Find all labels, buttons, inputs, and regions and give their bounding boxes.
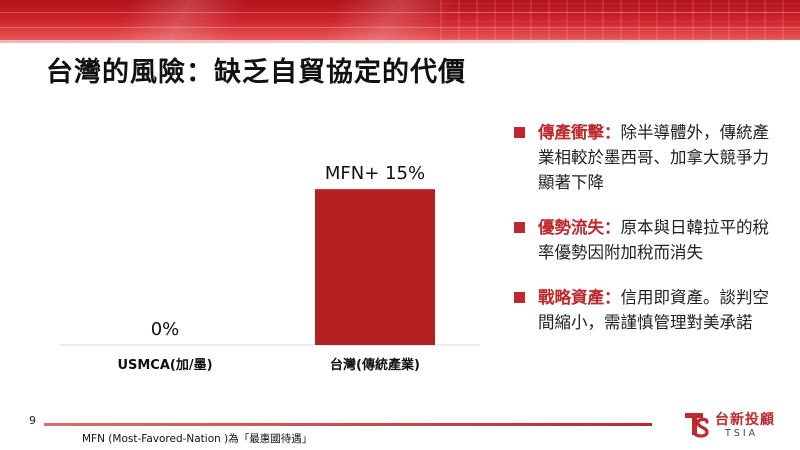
header-line [0,27,800,28]
bullet-text: 除半導體外，傳統產業相較於墨西哥、加拿大競爭力顯著下降 [538,123,769,192]
data-label: 0% [151,319,180,340]
title-divider [0,40,800,43]
square-bullet-icon [514,222,525,233]
bar-chart: 0% USMCA(加/墨) MFN+ 15% 台灣(傳統產業) [60,120,480,390]
footer-divider [44,423,652,426]
tsia-logo-icon [685,413,709,438]
data-label: MFN+ 15% [325,163,425,184]
bullet-text: 原本與日韓拉平的稅率優勢因附加稅而消失 [538,218,769,262]
category-label: USMCA(加/墨) [117,358,212,373]
header-building-texture [440,0,800,40]
page-number: 9 [29,414,36,427]
bar [315,189,435,345]
company-logo: 台新投顧 TSIA [683,408,783,442]
bullet-item: 傳產衝擊：除半導體外，傳統產業相較於墨西哥、加拿大競爭力顯著下降 [512,120,782,195]
bullet-list: 傳產衝擊：除半導體外，傳統產業相較於墨西哥、加拿大競爭力顯著下降 優勢流失：原本… [512,120,782,355]
square-bullet-icon [514,292,525,303]
header-light-streak [110,0,250,40]
footnote: MFN (Most-Favored-Nation )為「最惠國待遇」 [82,433,313,445]
header-light-streak [320,0,460,40]
bullet-item: 戰略資產：信用即資產。談判空間縮小，需謹慎管理對美承諾 [512,285,782,335]
bullet-text: 信用即資產。談判空間縮小，需謹慎管理對美承諾 [538,288,769,332]
category-label: 台灣(傳統產業) [330,357,420,373]
header-line [0,12,800,13]
square-bullet-icon [514,127,525,138]
logo-name: 台新投顧 [715,412,775,428]
bullet-keyword: 優勢流失： [538,218,621,237]
bullet-item: 優勢流失：原本與日韓拉平的稅率優勢因附加稅而消失 [512,215,782,265]
bar-chart-svg: 0% USMCA(加/墨) MFN+ 15% 台灣(傳統產業) [60,163,480,373]
logo-subtitle: TSIA [725,428,759,439]
slide-title: 台灣的風險：缺乏自貿協定的代價 [46,57,466,88]
header-band [0,0,800,40]
bullet-keyword: 戰略資產： [538,288,621,307]
bullet-keyword: 傳產衝擊： [538,123,621,142]
